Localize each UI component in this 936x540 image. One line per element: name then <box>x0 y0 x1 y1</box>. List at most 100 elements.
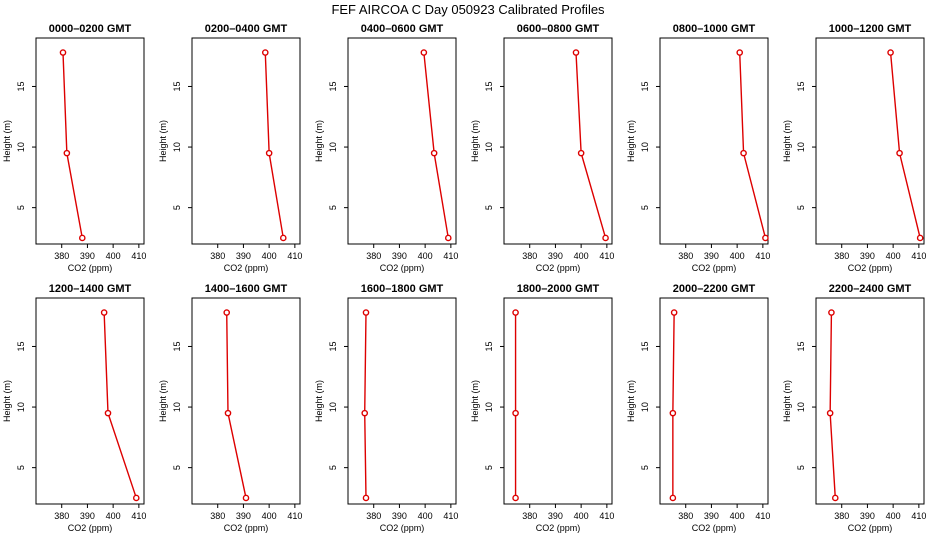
panel-title: 0400–0600 GMT <box>361 23 444 35</box>
y-axis-label: Height (m) <box>626 380 636 422</box>
x-tick-label: 410 <box>755 251 770 261</box>
data-point <box>670 411 675 416</box>
x-tick-label: 390 <box>80 251 95 261</box>
y-tick-label: 15 <box>640 81 650 91</box>
data-point <box>672 310 677 315</box>
panel-title: 2200–2400 GMT <box>829 283 912 295</box>
data-point <box>446 235 451 240</box>
y-tick-label: 5 <box>328 205 338 210</box>
x-axis-label: CO2 (ppm) <box>224 263 269 273</box>
x-tick-label: 380 <box>678 511 693 521</box>
x-tick-label: 400 <box>418 511 433 521</box>
data-point <box>741 151 746 156</box>
data-point <box>513 411 518 416</box>
y-axis-label: Height (m) <box>314 380 324 422</box>
data-point <box>897 151 902 156</box>
y-tick-label: 10 <box>796 142 806 152</box>
data-point <box>60 50 65 55</box>
x-tick-label: 410 <box>131 511 146 521</box>
panel-title: 0200–0400 GMT <box>205 23 288 35</box>
x-tick-label: 400 <box>574 511 589 521</box>
y-tick-label: 10 <box>16 402 26 412</box>
panel-title: 1800–2000 GMT <box>517 283 600 295</box>
x-axis-label: CO2 (ppm) <box>68 263 113 273</box>
x-tick-label: 380 <box>834 251 849 261</box>
x-tick-label: 390 <box>548 511 563 521</box>
panel-title: 1000–1200 GMT <box>829 23 912 35</box>
y-tick-label: 5 <box>640 465 650 470</box>
x-tick-label: 400 <box>262 251 277 261</box>
x-axis-label: CO2 (ppm) <box>692 523 737 533</box>
data-point <box>243 495 248 500</box>
y-tick-label: 15 <box>328 341 338 351</box>
x-tick-label: 400 <box>106 251 121 261</box>
data-point <box>421 50 426 55</box>
data-point <box>579 151 584 156</box>
x-axis-label: CO2 (ppm) <box>380 263 425 273</box>
y-tick-label: 15 <box>16 341 26 351</box>
data-point <box>102 310 107 315</box>
y-tick-label: 5 <box>16 465 26 470</box>
x-tick-label: 380 <box>834 511 849 521</box>
x-tick-label: 400 <box>886 251 901 261</box>
y-tick-label: 5 <box>172 465 182 470</box>
x-tick-label: 380 <box>678 251 693 261</box>
x-tick-label: 410 <box>131 251 146 261</box>
x-tick-label: 410 <box>287 511 302 521</box>
x-tick-label: 390 <box>236 511 251 521</box>
y-tick-label: 10 <box>484 142 494 152</box>
data-point <box>105 411 110 416</box>
panel-title: 1600–1800 GMT <box>361 283 444 295</box>
y-tick-label: 10 <box>328 402 338 412</box>
x-axis-label: CO2 (ppm) <box>692 263 737 273</box>
x-tick-label: 400 <box>262 511 277 521</box>
x-tick-label: 390 <box>392 511 407 521</box>
x-axis-label: CO2 (ppm) <box>224 523 269 533</box>
y-tick-label: 10 <box>640 142 650 152</box>
panel-title: 1200–1400 GMT <box>49 283 132 295</box>
x-tick-label: 380 <box>522 251 537 261</box>
data-point <box>828 411 833 416</box>
x-axis-label: CO2 (ppm) <box>536 523 581 533</box>
y-axis-label: Height (m) <box>782 120 792 162</box>
x-axis-label: CO2 (ppm) <box>380 523 425 533</box>
panel-title: 0600–0800 GMT <box>517 23 600 35</box>
x-tick-label: 380 <box>54 511 69 521</box>
y-tick-label: 15 <box>640 341 650 351</box>
panel-title: 0000–0200 GMT <box>49 23 132 35</box>
x-tick-label: 410 <box>911 251 926 261</box>
y-tick-label: 5 <box>328 465 338 470</box>
x-tick-label: 410 <box>755 511 770 521</box>
y-tick-label: 5 <box>172 205 182 210</box>
data-point <box>64 151 69 156</box>
data-point <box>670 495 675 500</box>
y-tick-label: 15 <box>484 341 494 351</box>
data-point <box>888 50 893 55</box>
x-tick-label: 400 <box>886 511 901 521</box>
x-tick-label: 380 <box>522 511 537 521</box>
y-axis-label: Height (m) <box>158 120 168 162</box>
y-axis-label: Height (m) <box>158 380 168 422</box>
x-tick-label: 410 <box>599 511 614 521</box>
data-point <box>80 235 85 240</box>
y-axis-label: Height (m) <box>470 120 480 162</box>
x-tick-label: 380 <box>54 251 69 261</box>
y-tick-label: 15 <box>484 81 494 91</box>
y-tick-label: 10 <box>640 402 650 412</box>
y-tick-label: 5 <box>16 205 26 210</box>
y-tick-label: 10 <box>328 142 338 152</box>
data-point <box>363 495 368 500</box>
x-tick-label: 400 <box>730 511 745 521</box>
x-axis-label: CO2 (ppm) <box>68 523 113 533</box>
x-tick-label: 410 <box>911 511 926 521</box>
x-tick-label: 390 <box>704 511 719 521</box>
data-point <box>134 495 139 500</box>
panel-title: 2000–2200 GMT <box>673 283 756 295</box>
y-axis-label: Height (m) <box>314 120 324 162</box>
x-tick-label: 380 <box>210 251 225 261</box>
y-axis-label: Height (m) <box>782 380 792 422</box>
y-tick-label: 5 <box>640 205 650 210</box>
y-axis-label: Height (m) <box>626 120 636 162</box>
y-tick-label: 10 <box>16 142 26 152</box>
